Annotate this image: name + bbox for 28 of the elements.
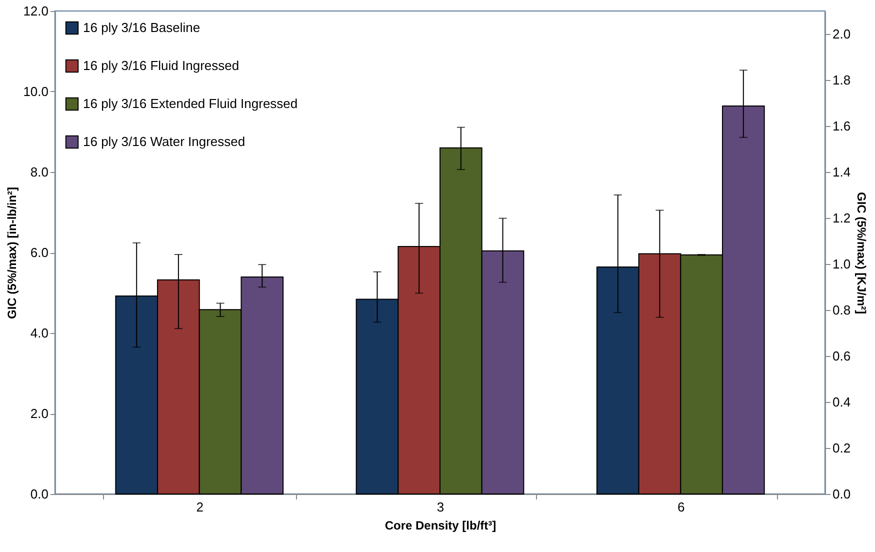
x-tick-label: 2 [196,500,204,514]
y2-tick-label: 1.4 [832,164,851,180]
y2-axis-title: GIC (5%/max) [KJ/m²] [854,192,869,314]
y2-tick-label: 1.6 [832,118,851,134]
legend-label: 16 ply 3/16 Extended Fluid Ingressed [83,96,298,111]
x-tick-label: 3 [436,500,444,514]
y-axis-title: GIC (5%/max) [in-lb/in²] [5,186,20,319]
y2-tick-label: 2.0 [832,26,851,42]
y2-tick-label: 1.0 [832,256,851,272]
y-tick-label: 0.0 [30,486,48,502]
legend-label: 16 ply 3/16 Water Ingressed [83,134,246,149]
y2-tick-label: 0.6 [832,348,851,364]
y2-tick-label: 1.2 [832,210,851,226]
x-tick-label: 6 [678,500,685,514]
x-axis-title: Core Density [lb/ft³] [384,518,496,532]
y2-tick-label: 0.4 [832,394,851,410]
y2-tick-label: 0.0 [832,486,851,502]
y2-tick-label: 0.8 [832,302,851,318]
y-tick-label: 2.0 [30,406,48,421]
y2-tick-label: 1.8 [832,72,851,88]
legend-label: 16 ply 3/16 Fluid Ingressed [83,58,240,73]
y-tick-label: 6.0 [30,245,48,260]
y-tick-label: 8.0 [30,164,48,180]
legend-label: 16 ply 3/16 Baseline [83,20,200,35]
y-tick-label: 12.0 [23,4,48,18]
y-tick-label: 4.0 [30,326,48,340]
y2-tick-label: 0.2 [832,440,851,456]
y-tick-label: 10.0 [23,84,48,99]
